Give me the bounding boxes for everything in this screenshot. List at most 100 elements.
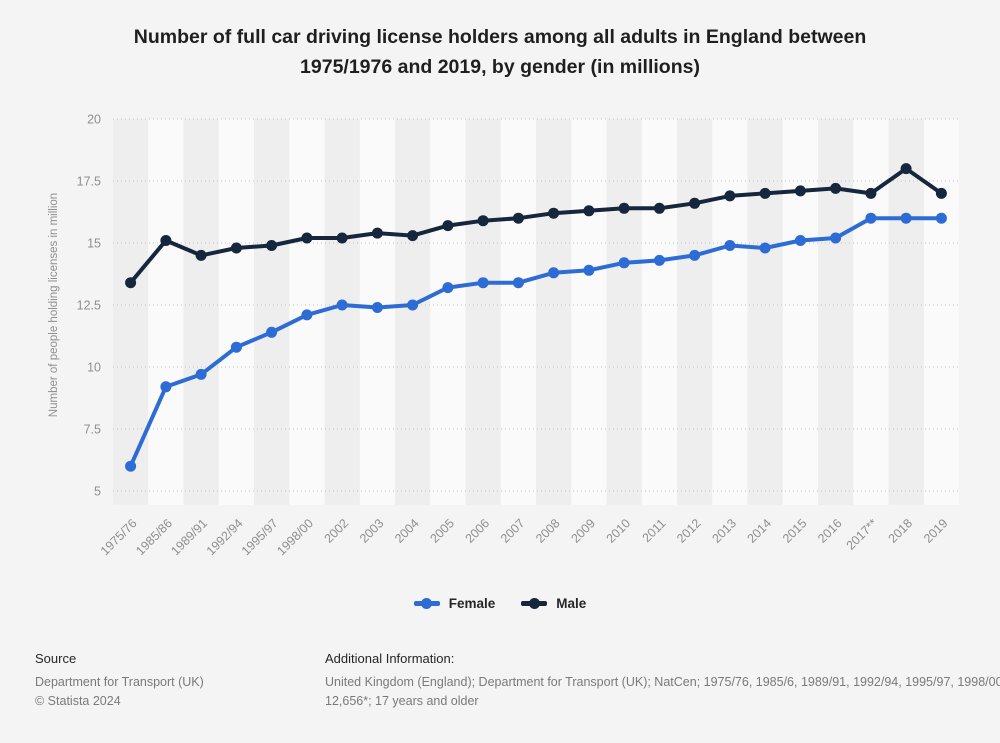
male-point[interactable]: [759, 187, 771, 199]
female-point[interactable]: [266, 326, 278, 338]
y-tick-label: 10: [87, 361, 101, 375]
x-tick-label: 2018: [886, 516, 916, 546]
male-point[interactable]: [548, 207, 560, 219]
female-point[interactable]: [195, 368, 207, 380]
female-point[interactable]: [160, 381, 172, 393]
female-dot-icon: [421, 598, 433, 609]
x-tick-label: 2014: [745, 516, 775, 546]
x-tick-label: 2009: [568, 516, 598, 546]
female-point[interactable]: [794, 235, 806, 246]
x-tick-label: 1975/76: [98, 516, 140, 558]
female-line-icon: [413, 598, 440, 609]
y-tick-label: 7.5: [84, 423, 101, 437]
male-point[interactable]: [618, 202, 630, 214]
legend-item-female[interactable]: Female: [413, 596, 496, 611]
male-point[interactable]: [160, 235, 172, 246]
x-tick-label: 2006: [463, 516, 493, 546]
female-point[interactable]: [230, 341, 242, 353]
male-point[interactable]: [266, 240, 278, 251]
male-point[interactable]: [724, 190, 736, 202]
y-axis-tick-labels: 5 7.5 10 12.5 15 17.5 20: [77, 113, 101, 499]
male-point[interactable]: [900, 163, 912, 175]
x-tick-label: 2013: [709, 516, 739, 546]
female-point[interactable]: [442, 282, 454, 294]
male-point[interactable]: [336, 232, 348, 244]
male-point[interactable]: [653, 202, 665, 214]
male-point[interactable]: [407, 230, 419, 242]
x-tick-label: 2002: [322, 516, 352, 546]
male-point[interactable]: [477, 215, 489, 227]
female-point[interactable]: [301, 309, 313, 321]
male-point[interactable]: [371, 227, 383, 239]
x-tick-label: 1992/94: [204, 516, 246, 558]
male-point[interactable]: [230, 242, 242, 254]
male-series: [125, 163, 947, 289]
additional-info-block: Additional Information: United Kingdom (…: [325, 650, 1000, 711]
x-tick-label: 1995/97: [239, 516, 281, 558]
copyright: © Statista 2024: [35, 694, 121, 708]
female-point[interactable]: [125, 460, 137, 472]
x-tick-label: 2010: [604, 516, 634, 546]
male-point[interactable]: [794, 185, 806, 197]
x-tick-label: 2005: [427, 516, 457, 546]
additional-info-line1: United Kingdom (England); Department for…: [325, 675, 1000, 689]
male-point[interactable]: [935, 187, 947, 199]
female-point[interactable]: [935, 212, 947, 224]
x-tick-label: 2019: [921, 516, 951, 546]
legend-label-female: Female: [448, 596, 496, 611]
female-point[interactable]: [336, 299, 348, 311]
x-tick-label: 2011: [640, 516, 669, 545]
female-point[interactable]: [512, 277, 524, 289]
female-point[interactable]: [371, 302, 383, 313]
female-point[interactable]: [900, 212, 912, 224]
male-point[interactable]: [512, 212, 524, 224]
x-tick-label: 1985/86: [133, 516, 175, 558]
female-line: [128, 216, 944, 469]
gridlines: [113, 118, 959, 492]
chart-title: Number of full car driving license holde…: [133, 26, 867, 78]
x-tick-label: 1989/91: [168, 516, 210, 558]
male-point[interactable]: [301, 232, 313, 244]
source-label: Source: [35, 651, 77, 666]
y-tick-label: 20: [87, 113, 101, 127]
female-point[interactable]: [583, 264, 595, 276]
male-point[interactable]: [830, 182, 842, 194]
y-tick-label: 15: [87, 237, 101, 251]
male-point[interactable]: [125, 277, 137, 289]
male-point[interactable]: [865, 187, 877, 199]
female-point[interactable]: [830, 232, 842, 244]
female-point[interactable]: [724, 240, 736, 251]
source-name: Department for Transport (UK): [35, 675, 204, 689]
female-point[interactable]: [407, 299, 419, 311]
y-tick-label: 5: [94, 485, 101, 499]
male-point[interactable]: [583, 205, 595, 217]
female-point[interactable]: [865, 212, 877, 224]
male-point[interactable]: [442, 220, 454, 232]
male-point[interactable]: [689, 197, 701, 209]
x-tick-label: 2008: [533, 516, 563, 546]
female-point[interactable]: [689, 249, 701, 261]
x-tick-label: 2007: [498, 516, 528, 546]
x-tick-label: 2012: [674, 516, 704, 546]
x-tick-label: 2003: [357, 516, 387, 546]
legend: Female Male: [0, 596, 1000, 611]
female-point[interactable]: [618, 257, 630, 269]
female-point[interactable]: [759, 242, 771, 254]
additional-info-label: Additional Information:: [325, 651, 455, 666]
y-axis-title: Number of people holding licenses in mil…: [48, 193, 60, 417]
x-tick-label: 2016: [815, 516, 845, 546]
female-point[interactable]: [548, 267, 560, 279]
male-line: [128, 166, 944, 285]
legend-item-male[interactable]: Male: [521, 596, 586, 611]
female-point[interactable]: [477, 277, 489, 289]
x-tick-label: 2015: [780, 516, 810, 546]
female-point[interactable]: [653, 254, 665, 266]
x-tick-label: 1998/00: [274, 516, 316, 558]
y-tick-label: 12.5: [77, 299, 101, 313]
source-block: Source Department for Transport (UK) © S…: [35, 650, 305, 711]
legend-label-male: Male: [556, 596, 587, 611]
female-series: [125, 212, 947, 472]
male-point[interactable]: [195, 249, 207, 261]
x-tick-label: 2017**: [844, 516, 881, 553]
